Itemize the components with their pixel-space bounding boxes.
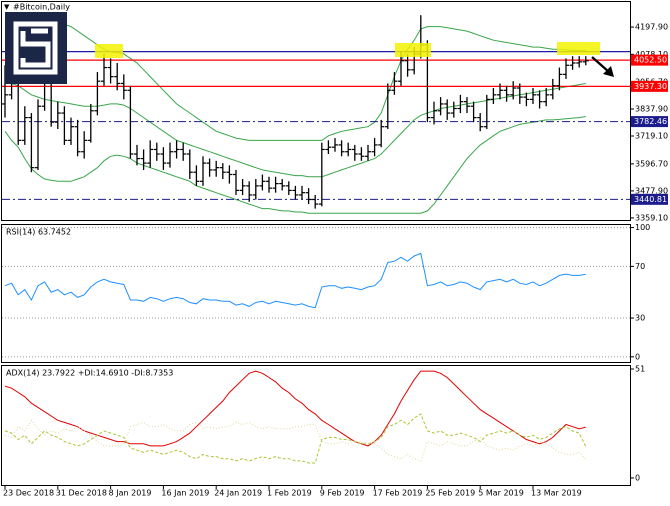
x-tick-label: 23 Dec 2018 <box>3 489 54 498</box>
x-tick-label: 31 Dec 2018 <box>56 489 107 498</box>
level-label: 3937.30 <box>634 82 667 91</box>
x-tick-label: 16 Jan 2019 <box>161 489 209 498</box>
rsi-panel <box>1 224 631 363</box>
x-tick-label: 25 Feb 2019 <box>425 489 475 498</box>
panels <box>1 1 631 486</box>
x-tick-label: 9 Feb 2019 <box>320 489 365 498</box>
level-label: 4052.50 <box>634 56 667 65</box>
y-tick-label: 4197.90 <box>635 23 668 32</box>
y-tick-label: 3596.70 <box>635 159 668 168</box>
x-tick-label: 24 Jan 2019 <box>214 489 262 498</box>
bollinger-band <box>4 80 586 178</box>
highlight-box <box>95 44 123 58</box>
logo-mark <box>13 21 58 75</box>
x-tick-label: 13 Mar 2019 <box>531 489 582 498</box>
x-tick-label: 1 Feb 2019 <box>267 489 312 498</box>
y-tick-label: 4078.10 <box>635 50 668 59</box>
highlight-box <box>395 43 431 57</box>
menu-arrow: ▼ <box>4 3 10 11</box>
highlight-box <box>557 42 600 55</box>
bollinger-band <box>4 116 586 214</box>
indicator-line <box>4 413 587 464</box>
symbol-title: #Bitcoin,Daily <box>13 3 70 12</box>
indicator-line <box>4 419 587 462</box>
level-label-box <box>631 116 668 128</box>
level-label-box <box>631 193 668 205</box>
arrow <box>591 56 610 73</box>
y-tick-label: 70 <box>635 262 645 271</box>
price-panel <box>1 1 631 221</box>
y-tick-label: 0 <box>635 352 640 361</box>
level-label: 3440.81 <box>634 195 667 204</box>
indicator-title: RSI(14) 63.7452 <box>6 228 71 237</box>
y-tick-label: 100 <box>635 223 650 232</box>
level-label: 3782.46 <box>634 117 667 126</box>
arrow-head <box>603 66 614 77</box>
level-label-box <box>631 80 668 92</box>
x-tick-label: 8 Jan 2019 <box>109 489 152 498</box>
y-tick-label: 3719.10 <box>635 132 668 141</box>
plot-layer: 4197.904078.103956.703837.903719.103596.… <box>2 15 668 498</box>
x-tick-label: 5 Mar 2019 <box>478 489 524 498</box>
y-tick-label: 3477.90 <box>635 186 668 195</box>
y-tick-label: 0 <box>635 473 640 482</box>
y-tick-label: 3837.90 <box>635 104 668 113</box>
level-label-box <box>631 54 668 66</box>
x-tick-label: 17 Feb 2019 <box>373 489 423 498</box>
indicator-line <box>4 370 586 447</box>
y-tick-label: 3359.10 <box>635 213 668 222</box>
y-tick-label: 51 <box>635 364 645 373</box>
y-tick-label: 30 <box>635 314 645 323</box>
indicator-title: ADX(14) 23.7922 +DI:14.6910 -DI:8.7353 <box>6 369 173 378</box>
indicator-line <box>4 252 586 309</box>
overlay: ▼ #Bitcoin,Daily <box>4 3 614 84</box>
